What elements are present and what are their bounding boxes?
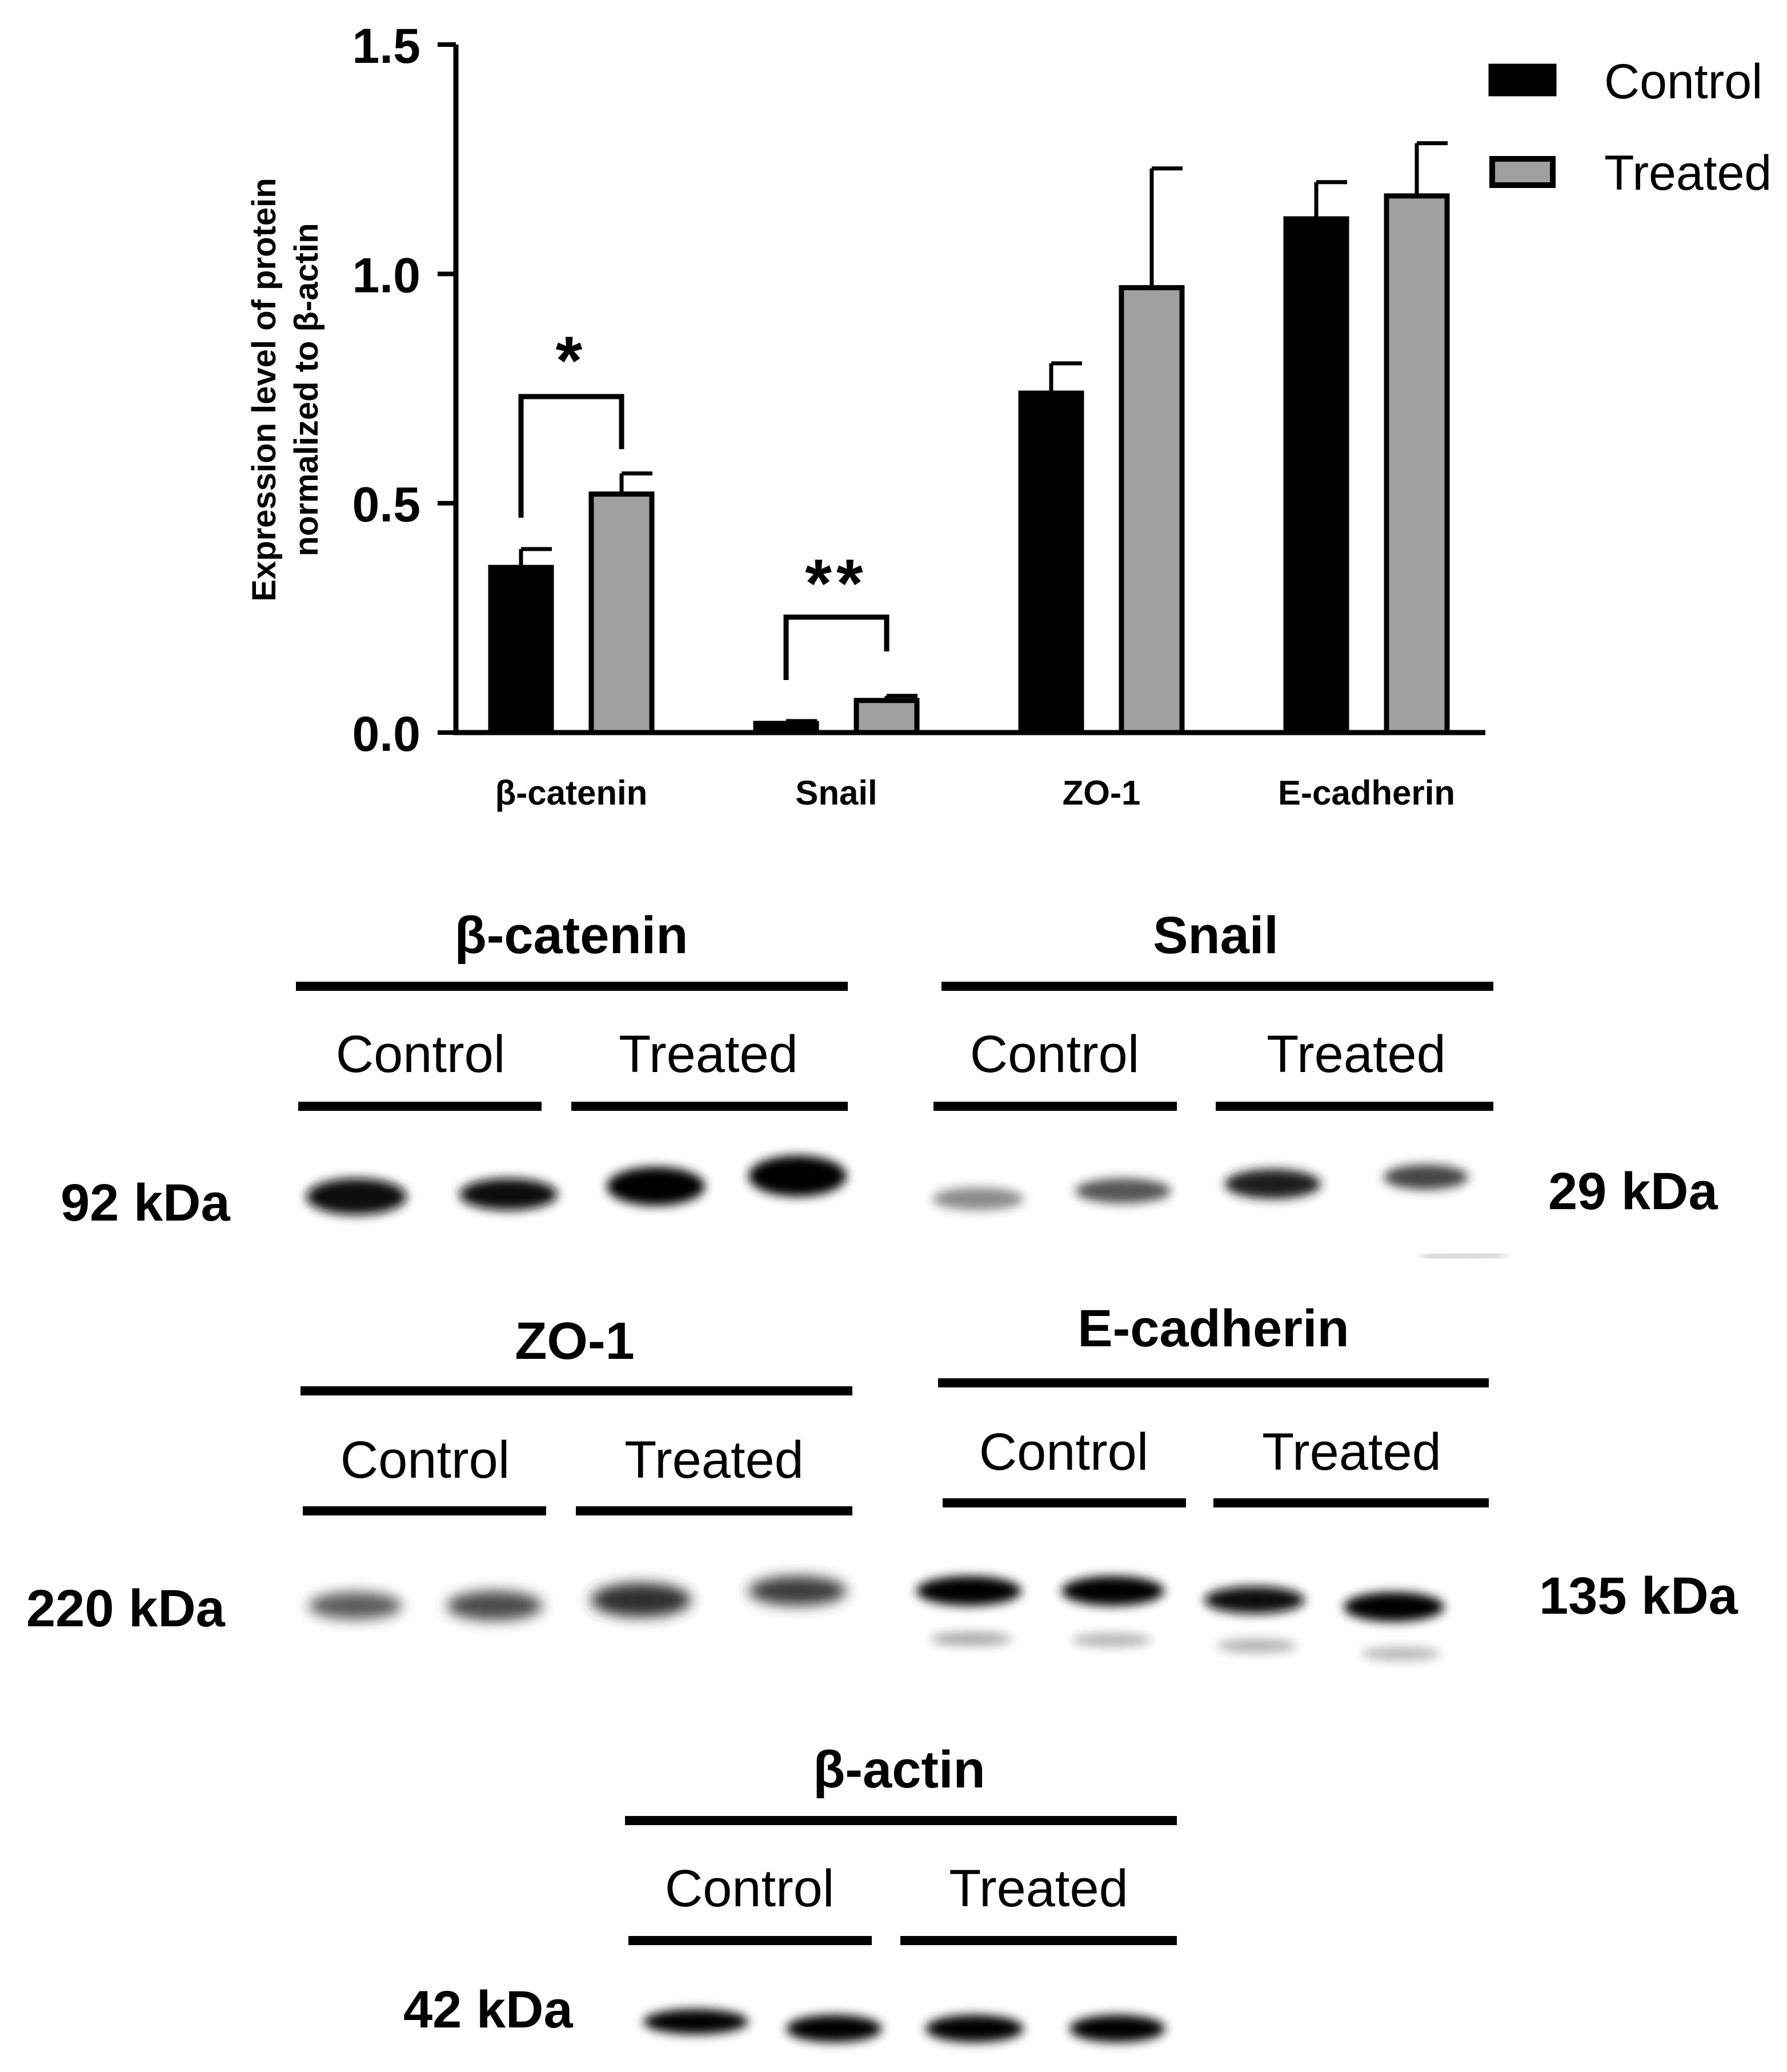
blot-title: ZO-1 [515,1312,635,1370]
legend-label-treated: Treated [1604,146,1772,201]
bar-control [1283,216,1349,735]
band [1217,1639,1297,1653]
blot-bands [932,1165,1504,1259]
band [1204,1586,1305,1614]
band [643,2009,748,2034]
bar-treated [588,491,655,735]
blot-kda: 92 kDa [61,1174,230,1232]
blot-group-control: Control [665,1859,835,1918]
band [447,1591,543,1621]
band [1225,1169,1321,1199]
band [748,1155,847,1197]
x-tick-label: Snail [795,774,877,812]
band [1072,1633,1152,1647]
x-tick-label: ZO-1 [1063,774,1141,812]
western-blots: β-catenin Control Treated 92 kDa Snail C… [26,906,1738,2042]
bar-treated [854,698,920,735]
band [1075,1178,1171,1203]
bar-control [488,565,554,735]
blot-beta-catenin: β-catenin Control Treated 92 kDa [61,906,848,1232]
band [607,1167,705,1206]
blot-group-control: Control [340,1431,510,1489]
bars [488,193,1450,735]
blot-kda: 220 kDa [26,1579,226,1638]
bar-chart: Expression level of protein normalized t… [246,19,1772,812]
band [916,1576,1021,1606]
y-tick-label: 1.5 [352,19,420,74]
significance-label: * [556,322,587,399]
blot-group-treated: Treated [624,1431,804,1489]
y-tick-label: 1.0 [352,248,420,303]
blot-bands [916,1576,1444,1661]
blot-title: E-cadherin [1077,1299,1349,1358]
y-axis-label-line1: Expression level of protein [246,178,283,601]
blot-group-control: Control [970,1025,1140,1083]
blot-beta-actin: β-actin Control Treated 42 kDa [403,1741,1177,2042]
legend-label-control: Control [1604,54,1762,109]
band [786,2015,882,2042]
blot-bands [306,1155,847,1215]
blot-title: β-catenin [455,906,688,965]
band [932,1187,1024,1210]
band [925,2015,1024,2042]
band [591,1583,691,1617]
significance-markers: *** [518,322,890,680]
bar-control [1018,390,1084,735]
x-tick-label: E-cadherin [1278,774,1455,812]
x-tick-label: β-catenin [495,774,648,812]
band [1344,1592,1444,1622]
blot-title: β-actin [813,1741,985,1799]
blot-kda: 29 kDa [1548,1162,1718,1221]
blot-group-treated: Treated [949,1859,1128,1918]
band [308,1592,402,1619]
band-artifact [1422,1253,1504,1259]
bar-treated [1119,285,1185,735]
blot-bands [643,2009,1165,2042]
blot-kda: 135 kDa [1539,1567,1738,1625]
band [930,1632,1012,1646]
band [1384,1165,1468,1190]
significance-label: ** [805,545,867,622]
band [306,1178,407,1215]
blot-bands [308,1576,847,1621]
band [1061,1576,1164,1606]
significance-bracket [783,614,890,680]
blot-group-treated: Treated [619,1025,798,1083]
legend-swatch-control [1488,63,1557,97]
blot-snail: Snail Control Treated 29 kDa [932,906,1718,1259]
y-axis-label-line2: normalized to β-actin [288,223,325,556]
blot-group-treated: Treated [1262,1423,1441,1481]
significance-bracket [518,394,624,518]
blot-kda: 42 kDa [403,1981,573,2039]
blot-title: Snail [1153,906,1279,965]
band [1069,2015,1165,2042]
y-axis-ticks: 0.0 0.5 1.0 1.5 [352,19,456,762]
blot-group-treated: Treated [1267,1025,1446,1083]
blot-group-control: Control [979,1423,1149,1481]
blot-zo-1: ZO-1 Control Treated 220 kDa [26,1312,852,1638]
band [1361,1647,1441,1661]
blot-e-cadherin: E-cadherin Control Treated 135 kDa [916,1299,1738,1661]
x-axis-labels: β-catenin Snail ZO-1 E-cadherin [495,774,1455,812]
blot-group-control: Control [336,1025,506,1083]
band [748,1576,847,1606]
y-tick-label: 0.5 [352,478,420,533]
band [459,1178,558,1210]
y-tick-label: 0.0 [352,707,420,762]
legend-swatch-treated [1489,156,1556,188]
legend: Control Treated [1488,54,1772,201]
bar-treated [1384,193,1450,735]
error-bars [519,141,1448,723]
